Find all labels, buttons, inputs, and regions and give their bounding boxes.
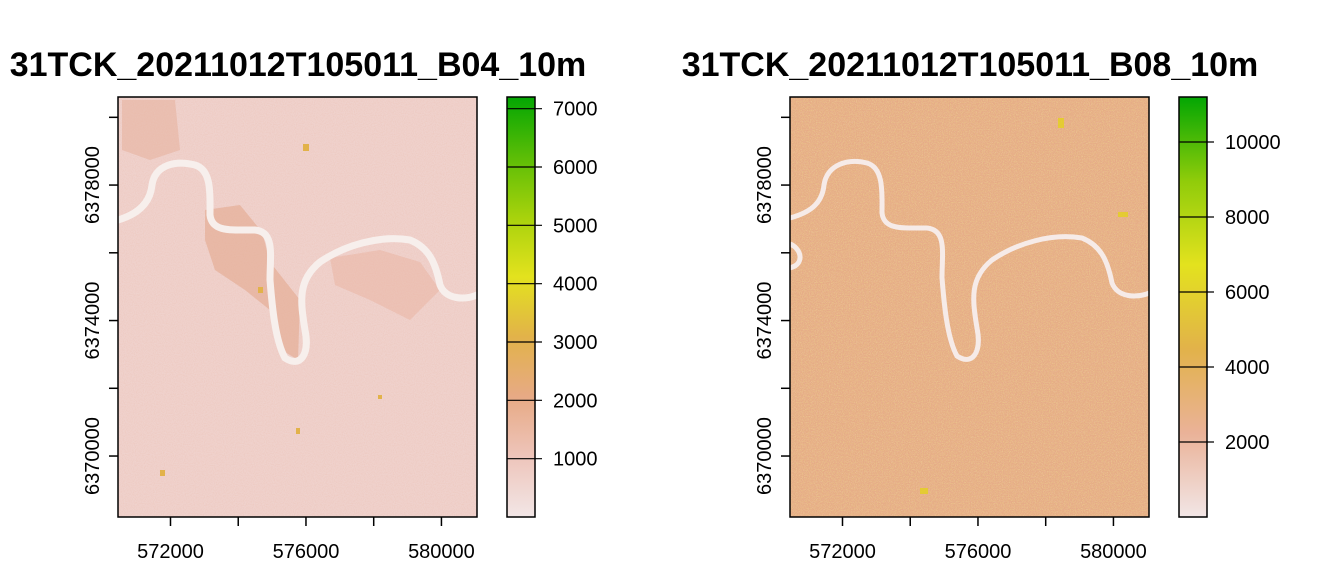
x-tick-label: 580000 (408, 541, 475, 563)
river-b08 (790, 159, 1149, 362)
x-tick-label: 572000 (809, 541, 876, 563)
axes-b04: 572000 576000 580000 6370000 6374000 6378000 (82, 116, 475, 563)
axes-b08: 572000 576000 580000 6370000 6374000 6378000 (754, 116, 1147, 563)
y-tick-label: 6370000 (754, 417, 776, 495)
raster-b04 (118, 97, 477, 517)
y-tick-label: 6378000 (82, 146, 104, 224)
colorbar-tick-label: 6000 (553, 157, 598, 179)
colorbar-tick-label: 6000 (1225, 282, 1270, 304)
colorbar-b08: 2000 4000 6000 8000 10000 (1178, 96, 1281, 518)
plot-title-b08: 31TCK_20211012T105011_B08_10m (682, 46, 1259, 84)
colorbar-tick-label: 2000 (553, 390, 598, 412)
y-tick-label: 6374000 (82, 282, 104, 360)
colorbar-gradient (507, 97, 535, 517)
raster-b08 (790, 97, 1149, 517)
colorbar-gradient (1179, 97, 1207, 517)
x-tick-label: 576000 (945, 541, 1012, 563)
colorbar-tick-label: 7000 (553, 99, 598, 121)
colorbar-b04: 1000 2000 3000 4000 5000 6000 7000 (506, 96, 598, 518)
colorbar-tick-label: 2000 (1225, 432, 1270, 454)
y-tick-label: 6370000 (82, 417, 104, 495)
river-b04 (118, 159, 477, 365)
colorbar-tick-label: 8000 (1225, 207, 1270, 229)
y-tick-label: 6374000 (754, 282, 776, 360)
urban-area-b04-nw (122, 100, 180, 160)
y-tick-label: 6378000 (754, 146, 776, 224)
colorbar-tick-label: 4000 (1225, 357, 1270, 379)
x-tick-label: 572000 (137, 541, 204, 563)
plot-frame-b08 (789, 96, 1150, 518)
x-tick-label: 576000 (273, 541, 340, 563)
plot-frame-b04 (117, 96, 478, 518)
x-tick-label: 580000 (1080, 541, 1147, 563)
colorbar-frame (506, 96, 536, 518)
colorbar-tick-label: 1000 (553, 449, 598, 471)
urban-area-b04-ne (330, 250, 440, 320)
colorbar-tick-label: 10000 (1225, 132, 1281, 154)
colorbar-tick-label: 5000 (553, 215, 598, 237)
colorbar-tick-label: 3000 (553, 332, 598, 354)
colorbar-tick-label: 4000 (553, 274, 598, 296)
colorbar-frame (1178, 96, 1208, 518)
plot-title-b04: 31TCK_20211012T105011_B04_10m (10, 46, 587, 84)
